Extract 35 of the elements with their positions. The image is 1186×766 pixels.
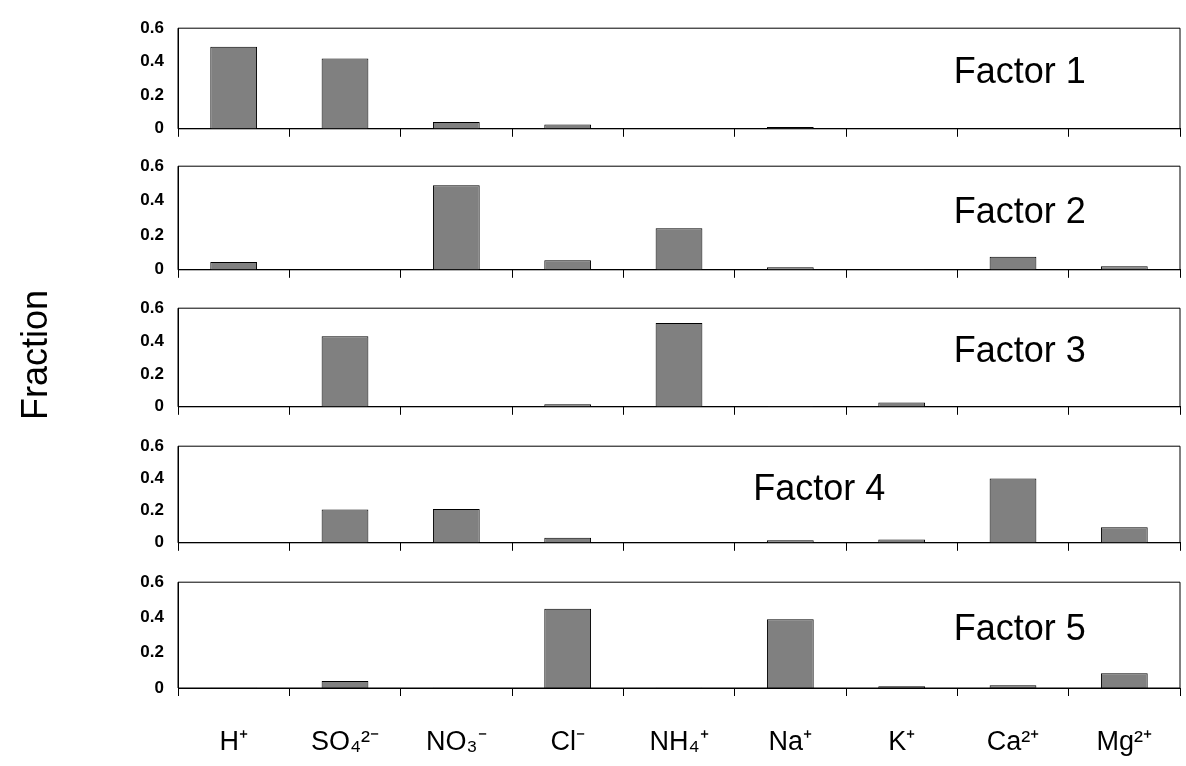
annotation: Factor 5 [953, 606, 1086, 648]
y-axis-title: Fraction [14, 289, 56, 421]
x-tick-label: SO₄²⁻ [310, 725, 380, 756]
y-tick-label: 0.2 [140, 500, 164, 520]
x-tick-label: Ca²⁺ [986, 725, 1040, 756]
y-tick-label: 0 [154, 396, 164, 416]
annotation: Factor 3 [953, 329, 1086, 371]
y-tick-label: 0.6 [140, 297, 164, 317]
x-tick-label: Na⁺ [768, 725, 813, 756]
annotation: Factor 2 [953, 189, 1086, 231]
y-tick-label: 0.4 [140, 330, 165, 350]
y-tick-label: 0.2 [140, 224, 164, 244]
x-tick-label: K⁺ [888, 725, 916, 756]
annotation: Factor 4 [753, 466, 886, 508]
y-tick-label: 0.2 [140, 363, 164, 383]
y-tick-label: 0.4 [140, 468, 165, 488]
y-tick-label: 0 [154, 532, 164, 552]
y-tick-label: 0.6 [140, 17, 164, 37]
y-tick-label: 0.6 [140, 571, 164, 591]
y-tick-label: 0.6 [140, 155, 164, 175]
x-tick-label: Cl⁻ [550, 725, 585, 756]
y-tick-label: 0 [154, 259, 164, 279]
y-tick-label: 0.2 [140, 84, 164, 104]
x-tick-label: Mg²⁺ [1096, 725, 1153, 756]
annotation: Factor 1 [953, 50, 1086, 92]
x-tick-label: NH₄⁺ [649, 725, 709, 756]
y-tick-label: 0.4 [140, 51, 165, 71]
y-tick-label: 0 [154, 677, 164, 697]
y-tick-label: 0.4 [140, 607, 165, 627]
y-tick-label: 0.6 [140, 435, 164, 455]
y-tick-label: 0.4 [140, 190, 165, 210]
x-tick-label: H⁺ [219, 725, 248, 756]
y-tick-label: 0 [154, 118, 164, 138]
x-tick-label: NO₃⁻ [426, 725, 487, 756]
y-tick-label: 0.2 [140, 642, 164, 662]
